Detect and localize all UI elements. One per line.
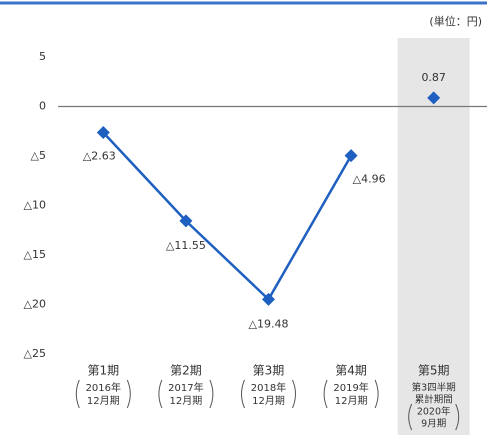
x-tick-label: 第3四半期 — [412, 382, 456, 394]
x-tick-label: 2017年 — [168, 381, 203, 394]
paren-left — [75, 379, 80, 409]
x-tick-label: 2018年 — [251, 381, 286, 394]
y-tick-label: △15 — [24, 248, 46, 261]
x-tick-label: 第2期 — [170, 364, 202, 378]
paren-left — [323, 379, 328, 409]
x-tick-label: 2019年 — [333, 381, 368, 394]
y-tick-label: △25 — [24, 347, 46, 360]
y-tick-label: △5 — [31, 149, 46, 162]
x-tick-label: 第3期 — [253, 364, 285, 378]
y-tick-label: 0 — [39, 100, 46, 113]
x-tick-label: 12月期 — [87, 395, 120, 407]
x-tick-label: 12月期 — [335, 395, 368, 407]
x-tick-label: 9月期 — [421, 419, 446, 430]
unit-label: (単位：円) — [429, 14, 482, 28]
y-tick-label: 5 — [39, 50, 46, 63]
marker — [262, 292, 275, 306]
paren-right — [209, 379, 214, 409]
paren-left — [241, 379, 245, 409]
marker — [344, 149, 358, 163]
data-label: △4.96 — [353, 173, 386, 186]
marker — [96, 126, 110, 140]
marker — [427, 91, 441, 105]
x-tick-label: 第1期 — [87, 364, 119, 378]
line — [102, 131, 353, 302]
x-tick-label: 第4期 — [335, 364, 367, 378]
data-label: △19.48 — [249, 317, 289, 330]
paren-right — [455, 403, 460, 431]
paren-left — [408, 403, 413, 431]
y-tick-label: △20 — [24, 298, 46, 311]
x-tick-label: 第5期 — [418, 364, 450, 378]
x-tick-label: 2016年 — [86, 381, 121, 394]
x-tick-label: 累計期間 — [415, 394, 453, 406]
paren-left — [158, 379, 163, 409]
y-tick-label: △10 — [24, 199, 46, 212]
data-label: △11.55 — [166, 239, 206, 252]
marker — [179, 214, 193, 228]
paren-right — [126, 379, 131, 409]
x-tick-label: 12月期 — [252, 395, 285, 407]
x-tick-label: 2020年 — [417, 406, 451, 418]
data-label: △2.63 — [83, 150, 116, 163]
paren-right — [292, 379, 296, 409]
x-tick-label: 12月期 — [170, 395, 203, 407]
data-label: 0.87 — [421, 71, 446, 84]
paren-right — [374, 379, 379, 409]
